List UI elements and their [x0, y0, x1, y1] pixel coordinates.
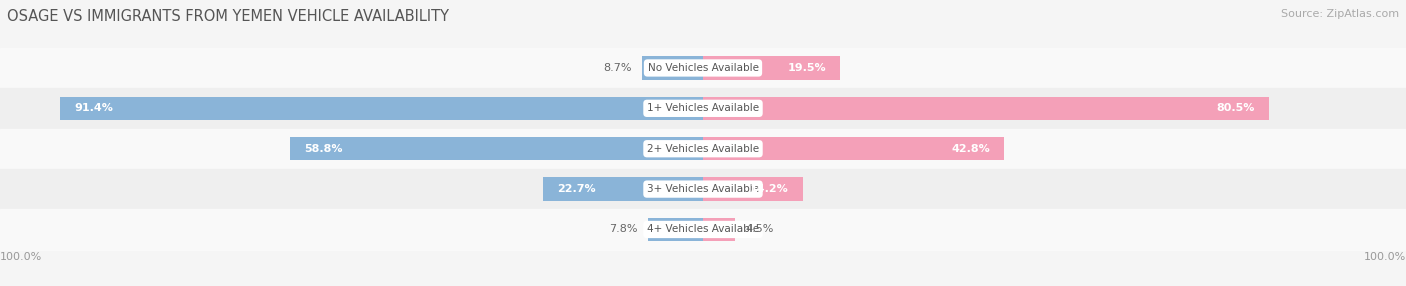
Text: 4+ Vehicles Available: 4+ Vehicles Available [647, 225, 759, 235]
Bar [703, 218, 734, 241]
Bar [643, 56, 703, 80]
Bar [543, 177, 703, 201]
Text: 4.5%: 4.5% [745, 225, 773, 235]
Text: 7.8%: 7.8% [609, 225, 638, 235]
Text: 100.0%: 100.0% [0, 252, 42, 262]
Bar [290, 137, 703, 160]
Bar [0, 169, 1406, 209]
Text: 1+ Vehicles Available: 1+ Vehicles Available [647, 103, 759, 113]
Text: 100.0%: 100.0% [1364, 252, 1406, 262]
Text: Source: ZipAtlas.com: Source: ZipAtlas.com [1281, 9, 1399, 19]
Bar [60, 97, 703, 120]
Text: 91.4%: 91.4% [75, 103, 114, 113]
Bar [0, 209, 1406, 250]
Bar [648, 218, 703, 241]
Text: 42.8%: 42.8% [950, 144, 990, 154]
Bar [703, 56, 841, 80]
Text: 2+ Vehicles Available: 2+ Vehicles Available [647, 144, 759, 154]
Text: 3+ Vehicles Available: 3+ Vehicles Available [647, 184, 759, 194]
Bar [0, 128, 1406, 169]
Bar [0, 88, 1406, 128]
Text: No Vehicles Available: No Vehicles Available [648, 63, 758, 73]
Text: 80.5%: 80.5% [1216, 103, 1256, 113]
Text: OSAGE VS IMMIGRANTS FROM YEMEN VEHICLE AVAILABILITY: OSAGE VS IMMIGRANTS FROM YEMEN VEHICLE A… [7, 9, 449, 23]
Text: 14.2%: 14.2% [749, 184, 789, 194]
Text: 22.7%: 22.7% [558, 184, 596, 194]
Bar [703, 97, 1268, 120]
Bar [0, 48, 1406, 88]
Bar [703, 177, 803, 201]
Bar [703, 137, 1004, 160]
Text: 19.5%: 19.5% [787, 63, 827, 73]
Text: 8.7%: 8.7% [603, 63, 631, 73]
Text: 58.8%: 58.8% [304, 144, 342, 154]
